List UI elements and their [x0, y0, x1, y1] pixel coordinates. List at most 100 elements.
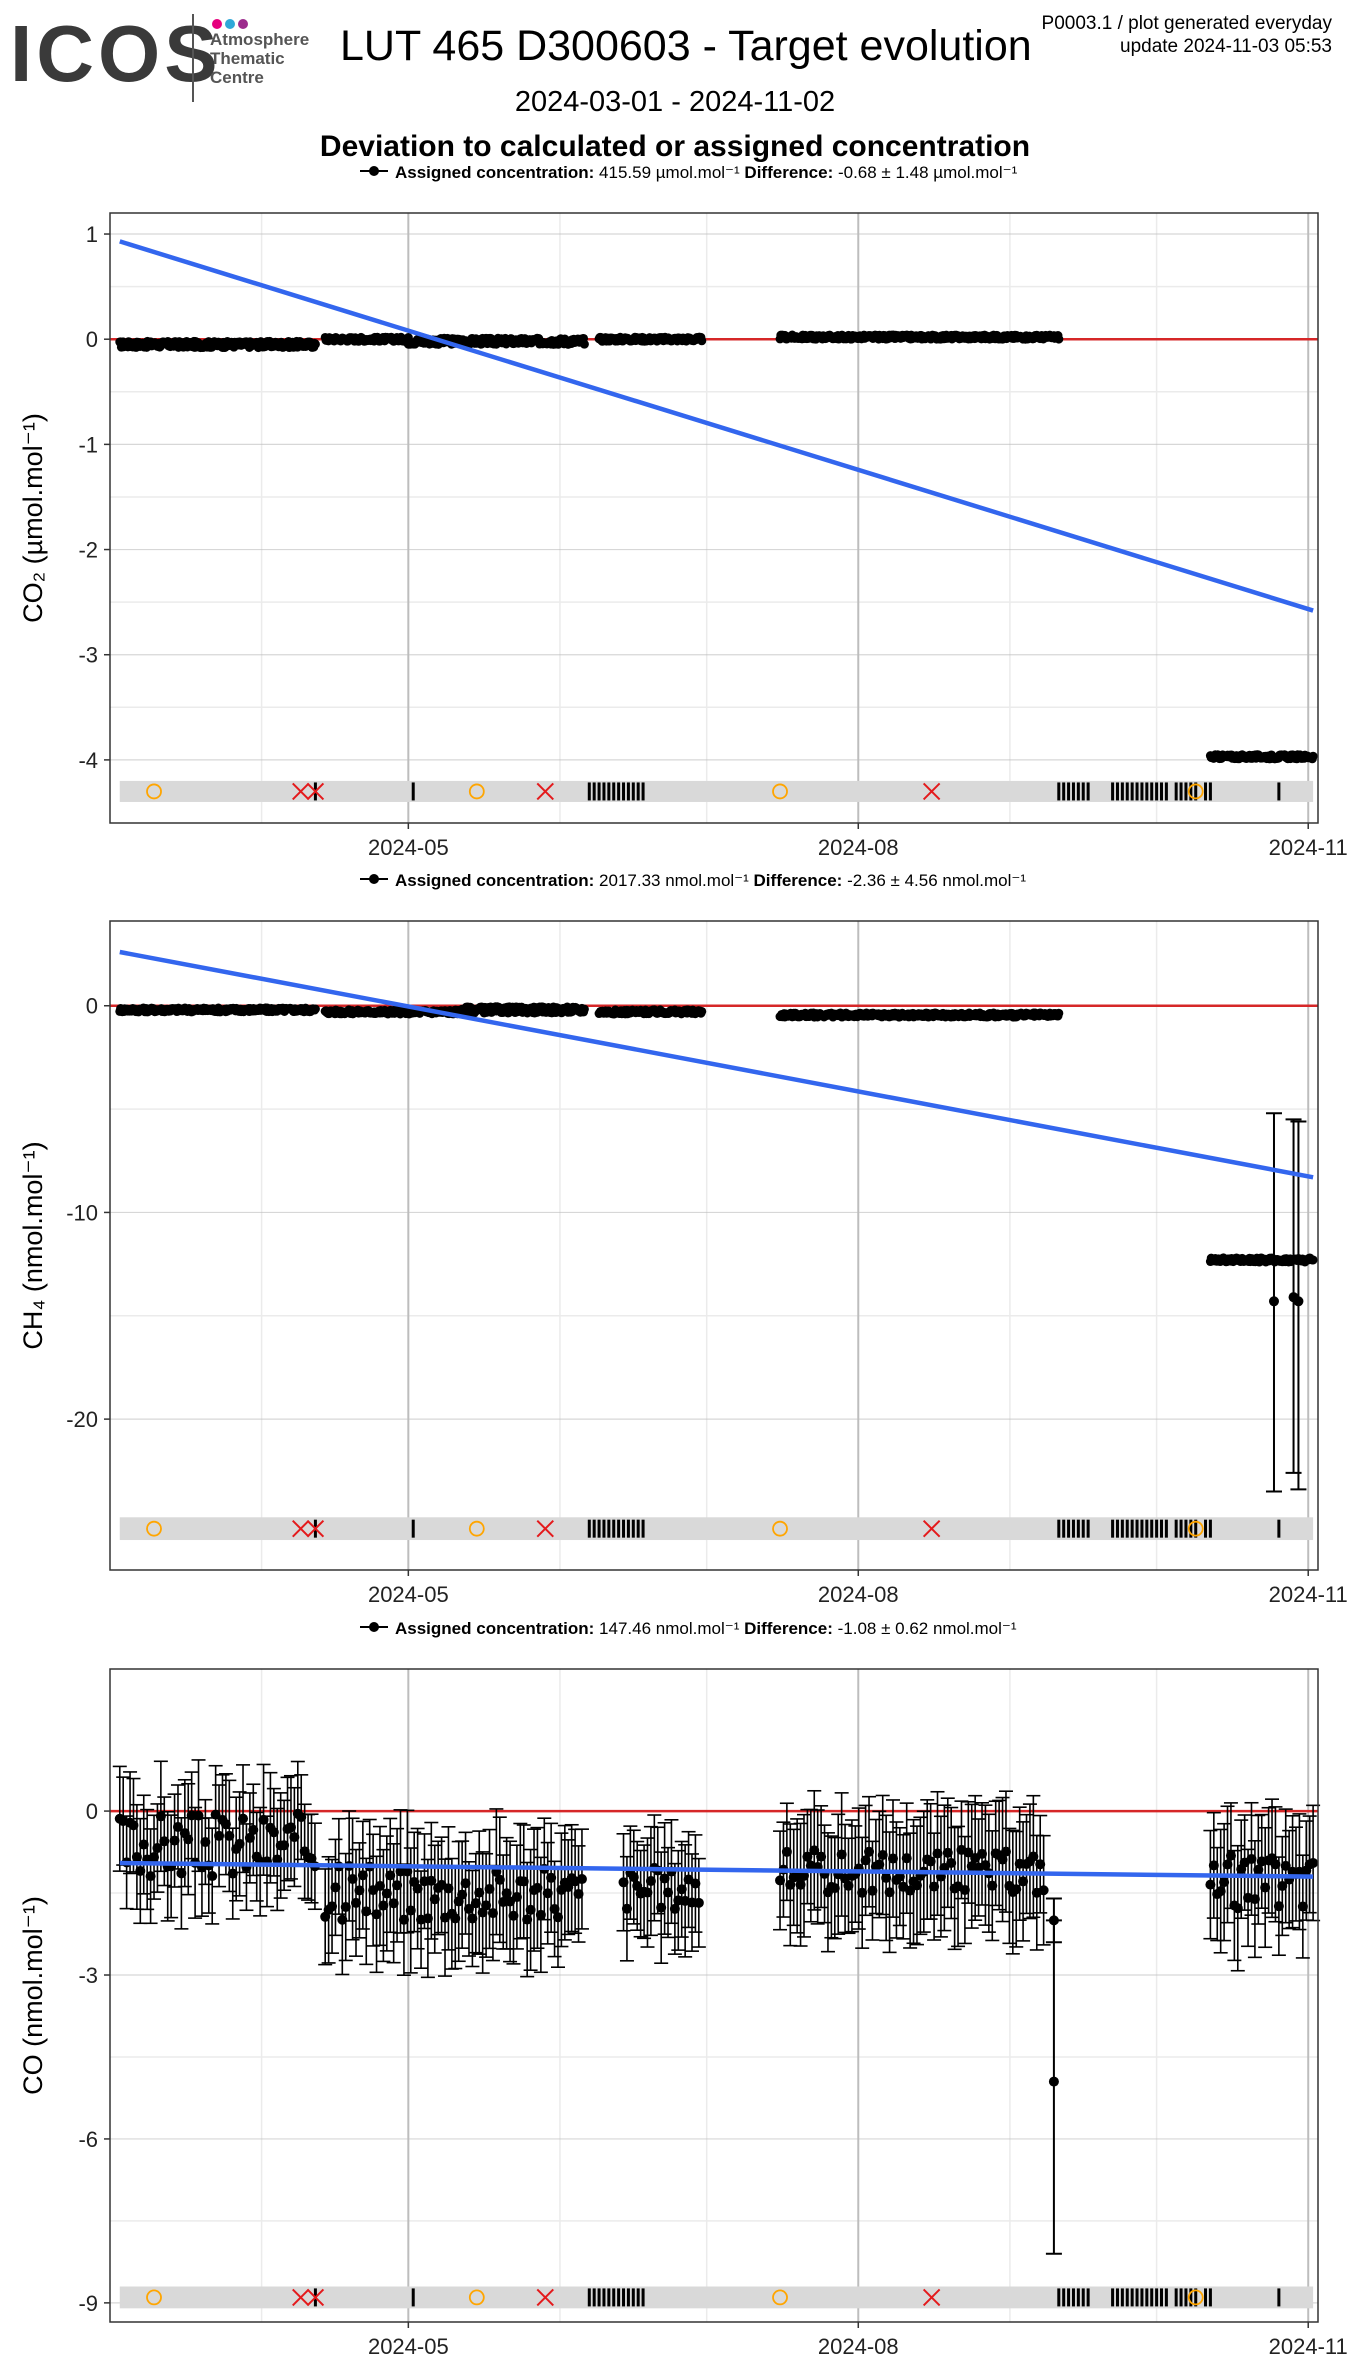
data-point [1308, 751, 1318, 761]
data-point [224, 1830, 235, 1841]
data-point [874, 1859, 885, 1870]
flag-circle [146, 1520, 162, 1537]
data-point [378, 1900, 389, 1911]
data-point [884, 1887, 895, 1898]
data-point [579, 339, 589, 349]
x-tick-label: 2024-11 [1269, 1582, 1348, 1607]
y-axis-label: CH₄ (nmol.mol⁻¹) [18, 1141, 48, 1349]
legend-marker [369, 874, 379, 884]
data-point [285, 1822, 296, 1833]
legend-label: Assigned concentration: [395, 163, 594, 182]
legend-value: 2017.33 nmol.mol⁻¹ [594, 871, 753, 890]
data-point [1225, 1850, 1236, 1861]
flag-circle [468, 2289, 485, 2306]
data-point [905, 1885, 916, 1896]
flag-band [119, 2286, 1314, 2309]
legend-marker [369, 166, 379, 176]
data-point [463, 1903, 474, 1914]
data-point [1011, 1884, 1022, 1895]
panel-3: 0 -3 -6 -9 2024-05 2024-08 2024-11 CO (nmol.mol… [18, 1619, 1348, 2359]
data-point [656, 1902, 667, 1913]
logo-dot [225, 19, 235, 29]
plot-metadata: P0003.1 / plot generated everyday update… [1042, 12, 1332, 58]
data-point [268, 1827, 279, 1838]
data-point [525, 1904, 536, 1915]
data-point [676, 1884, 687, 1895]
legend-diff-label: Difference: [744, 1619, 833, 1638]
data-point [1308, 1255, 1318, 1265]
data-point [457, 1889, 468, 1900]
data-point [618, 1877, 629, 1888]
data-point [1054, 334, 1064, 344]
data-point [963, 1847, 974, 1858]
flag-cross [306, 2288, 325, 2307]
data-point [864, 1846, 875, 1857]
legend-diff-value: -1.08 ± 0.62 nmol.mol⁻¹ [833, 1619, 1017, 1638]
legend-label: Assigned concentration: [395, 871, 594, 890]
data-point [977, 1848, 988, 1859]
data-point [402, 1866, 413, 1877]
data-point [388, 1898, 399, 1909]
legend: Assigned concentration: 415.59 µmol.mol⁻… [360, 163, 1018, 182]
data-point [829, 1883, 840, 1894]
plot-frame [109, 212, 1319, 824]
data-point [1215, 1886, 1226, 1897]
legend: Assigned concentration: 147.46 nmol.mol⁻… [360, 1619, 1017, 1638]
flag-band [119, 780, 1314, 802]
data-point [1219, 1877, 1230, 1888]
y-tick-label: 1 [86, 222, 98, 247]
data-point [1249, 1894, 1260, 1905]
icos-logo-wordmark: ICOS [10, 9, 222, 98]
y-tick-label: -2 [78, 538, 98, 563]
data-point [135, 1865, 146, 1876]
data-point [306, 1853, 317, 1864]
flag-cross [292, 2288, 310, 2307]
data-point [351, 1897, 362, 1908]
data-point [357, 1870, 368, 1881]
data-point [460, 1878, 471, 1889]
data-point [563, 1882, 574, 1893]
data-point [398, 1914, 409, 1925]
data-point [207, 1871, 218, 1882]
data-point [1270, 1859, 1281, 1870]
data-point [248, 1824, 259, 1835]
data-point [347, 1873, 358, 1884]
flag-cross [536, 1519, 554, 1538]
data-point [169, 1835, 180, 1846]
data-point [152, 1843, 163, 1854]
data-point [508, 1910, 519, 1921]
data-point [149, 1852, 160, 1863]
y-tick-label: -3 [78, 643, 98, 668]
data-point [663, 1887, 674, 1898]
x-tick-label: 2024-08 [818, 1582, 899, 1607]
data-point [467, 1913, 478, 1924]
x-tick-label: 2024-05 [368, 1582, 449, 1607]
y-tick-label: 0 [86, 327, 98, 352]
data-point [980, 1860, 991, 1871]
data-point [429, 1894, 440, 1905]
flag-circle [1187, 783, 1204, 800]
data-point [392, 1880, 403, 1891]
flag-cross [292, 1519, 310, 1538]
data-point [579, 1004, 589, 1014]
data-point [145, 1871, 156, 1882]
flag-cross [922, 2288, 941, 2307]
data-point [481, 1900, 492, 1911]
data-point [1054, 1008, 1064, 1018]
data-point [374, 1880, 385, 1891]
y-axis-label: CO (nmol.mol⁻¹) [18, 1896, 48, 2095]
data-point [210, 1809, 221, 1820]
data-point [621, 1903, 632, 1914]
data-point [697, 1006, 707, 1016]
data-point [669, 1903, 680, 1914]
data-point [1222, 1859, 1233, 1870]
data-point [1280, 1860, 1291, 1871]
data-point [1018, 1876, 1029, 1887]
y-axis-label: CO₂ (µmol.mol⁻¹) [18, 413, 48, 623]
logo-subtitle: Atmosphere Thematic Centre [210, 30, 309, 87]
data-point [1048, 2076, 1059, 2087]
flag-circle [146, 783, 162, 800]
logo-dot [238, 19, 248, 29]
data-point [138, 1839, 149, 1850]
